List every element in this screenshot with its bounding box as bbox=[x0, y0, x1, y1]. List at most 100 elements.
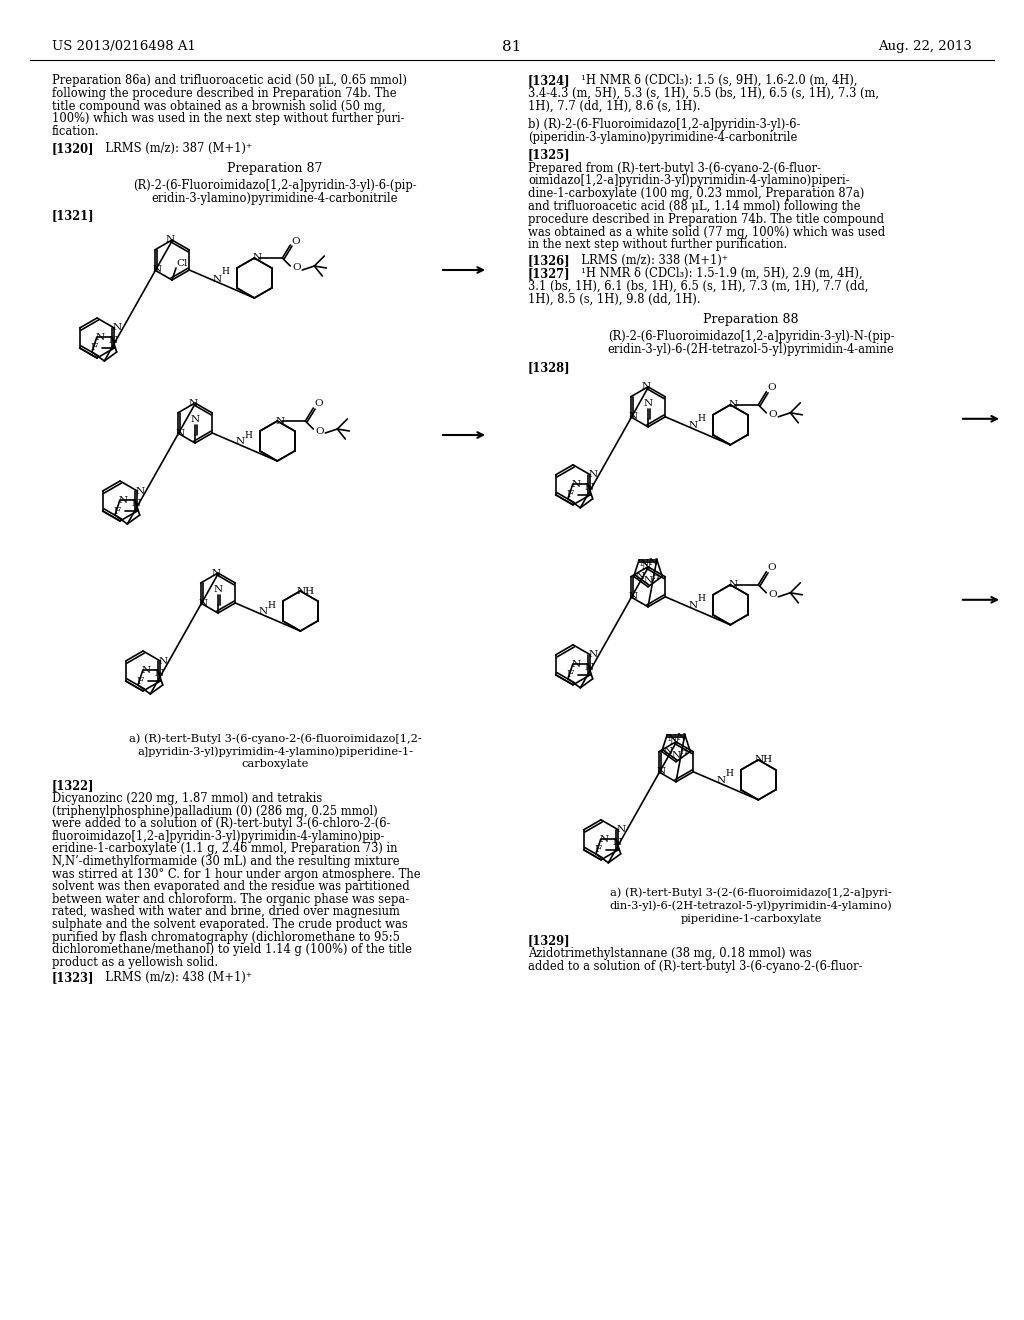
Text: N: N bbox=[275, 417, 285, 425]
Text: N: N bbox=[643, 577, 652, 585]
Text: N: N bbox=[188, 399, 198, 408]
Text: din-3-yl)-6-(2H-tetrazol-5-yl)pyrimidin-4-ylamino): din-3-yl)-6-(2H-tetrazol-5-yl)pyrimidin-… bbox=[609, 900, 892, 911]
Text: N: N bbox=[571, 479, 581, 488]
Text: Dicyanozinc (220 mg, 1.87 mmol) and tetrakis: Dicyanozinc (220 mg, 1.87 mmol) and tetr… bbox=[52, 792, 323, 805]
Text: Aug. 22, 2013: Aug. 22, 2013 bbox=[879, 40, 972, 53]
Text: purified by flash chromatography (dichloromethane to 95:5: purified by flash chromatography (dichlo… bbox=[52, 931, 400, 944]
Text: N: N bbox=[616, 825, 626, 834]
Text: N: N bbox=[571, 660, 581, 669]
Text: H: H bbox=[268, 601, 275, 610]
Text: N: N bbox=[589, 470, 598, 479]
Text: title compound was obtained as a brownish solid (50 mg,: title compound was obtained as a brownis… bbox=[52, 99, 386, 112]
Text: N: N bbox=[213, 586, 222, 594]
Text: Preparation 88: Preparation 88 bbox=[703, 313, 799, 326]
Text: [1328]: [1328] bbox=[528, 360, 570, 374]
Text: F: F bbox=[566, 671, 573, 680]
Text: [1320]: [1320] bbox=[52, 143, 94, 154]
Text: and trifluoroacetic acid (88 μL, 1.14 mmol) following the: and trifluoroacetic acid (88 μL, 1.14 mm… bbox=[528, 201, 860, 213]
Text: piperidine-1-carboxylate: piperidine-1-carboxylate bbox=[680, 913, 821, 924]
Text: (R)-2-(6-Fluoroimidazo[1,2-a]pyridin-3-yl)-6-(pip-: (R)-2-(6-Fluoroimidazo[1,2-a]pyridin-3-y… bbox=[133, 180, 417, 191]
Text: O: O bbox=[767, 383, 775, 392]
Text: N: N bbox=[95, 333, 104, 342]
Text: 1H), 7.7 (dd, 1H), 8.6 (s, 1H).: 1H), 7.7 (dd, 1H), 8.6 (s, 1H). bbox=[528, 99, 700, 112]
Text: eridin-3-ylamino)pyrimidine-4-carbonitrile: eridin-3-ylamino)pyrimidine-4-carbonitri… bbox=[152, 191, 398, 205]
Text: (R)-2-(6-Fluoroimidazo[1,2-a]pyridin-3-yl)-N-(pip-: (R)-2-(6-Fluoroimidazo[1,2-a]pyridin-3-y… bbox=[608, 330, 894, 343]
Polygon shape bbox=[212, 433, 280, 462]
Text: N: N bbox=[236, 437, 245, 446]
Text: [1327]: [1327] bbox=[528, 267, 570, 280]
Text: O: O bbox=[768, 590, 776, 599]
Text: Azidotrimethylstannane (38 mg, 0.18 mmol) was: Azidotrimethylstannane (38 mg, 0.18 mmol… bbox=[528, 946, 812, 960]
Text: H: H bbox=[698, 594, 706, 603]
Text: Prepared from (R)-tert-butyl 3-(6-cyano-2-(6-fluor-: Prepared from (R)-tert-butyl 3-(6-cyano-… bbox=[528, 161, 821, 174]
Text: eridine-1-carboxylate (1.1 g, 2.46 mmol, Preparation 73) in: eridine-1-carboxylate (1.1 g, 2.46 mmol,… bbox=[52, 842, 397, 855]
Text: N: N bbox=[716, 776, 725, 785]
Text: added to a solution of (R)-tert-butyl 3-(6-cyano-2-(6-fluor-: added to a solution of (R)-tert-butyl 3-… bbox=[528, 960, 862, 973]
Text: N: N bbox=[635, 572, 644, 581]
Text: O: O bbox=[314, 400, 323, 408]
Text: Preparation 86a) and trifluoroacetic acid (50 μL, 0.65 mmol): Preparation 86a) and trifluoroacetic aci… bbox=[52, 74, 407, 87]
Text: O: O bbox=[291, 236, 300, 246]
Text: N: N bbox=[258, 607, 267, 616]
Text: H: H bbox=[651, 572, 659, 581]
Text: [1329]: [1329] bbox=[528, 933, 570, 946]
Text: N: N bbox=[648, 558, 657, 568]
Text: F: F bbox=[91, 343, 98, 352]
Text: N: N bbox=[599, 834, 608, 843]
Text: [1322]: [1322] bbox=[52, 779, 94, 792]
Text: N: N bbox=[175, 429, 184, 437]
Text: fluoroimidazo[1,2-a]pyridin-3-yl)pyrimidin-4-ylamino)pip-: fluoroimidazo[1,2-a]pyridin-3-yl)pyrimid… bbox=[52, 830, 385, 842]
Text: fication.: fication. bbox=[52, 125, 99, 139]
Text: N: N bbox=[641, 562, 650, 572]
Text: H: H bbox=[726, 770, 734, 779]
Text: N: N bbox=[190, 416, 200, 425]
Text: LRMS (m/z): 438 (M+1)⁺: LRMS (m/z): 438 (M+1)⁺ bbox=[98, 972, 252, 985]
Polygon shape bbox=[189, 271, 256, 300]
Text: 81: 81 bbox=[503, 40, 521, 54]
Text: N: N bbox=[141, 667, 151, 675]
Text: O: O bbox=[315, 426, 324, 436]
Text: N: N bbox=[628, 412, 637, 421]
Text: NH: NH bbox=[755, 755, 772, 764]
Text: O: O bbox=[767, 564, 775, 573]
Text: dichloromethane/methanol) to yield 1.14 g (100%) of the title: dichloromethane/methanol) to yield 1.14 … bbox=[52, 944, 412, 956]
Text: ¹H NMR δ (CDCl₃): 1.5-1.9 (m, 5H), 2.9 (m, 4H),: ¹H NMR δ (CDCl₃): 1.5-1.9 (m, 5H), 2.9 (… bbox=[574, 267, 862, 280]
Text: N: N bbox=[670, 738, 679, 746]
Text: N: N bbox=[612, 838, 622, 847]
Text: solvent was then evaporated and the residue was partitioned: solvent was then evaporated and the resi… bbox=[52, 880, 410, 894]
Text: dine-1-carboxylate (100 mg, 0.23 mmol, Preparation 87a): dine-1-carboxylate (100 mg, 0.23 mmol, P… bbox=[528, 187, 864, 201]
Text: procedure described in Preparation 74b. The title compound: procedure described in Preparation 74b. … bbox=[528, 213, 884, 226]
Text: N: N bbox=[643, 400, 652, 408]
Text: was obtained as a white solid (77 mg, 100%) which was used: was obtained as a white solid (77 mg, 10… bbox=[528, 226, 886, 239]
Text: NH: NH bbox=[296, 586, 314, 595]
Text: product as a yellowish solid.: product as a yellowish solid. bbox=[52, 956, 218, 969]
Text: LRMS (m/z): 387 (M+1)⁺: LRMS (m/z): 387 (M+1)⁺ bbox=[98, 143, 252, 154]
Text: 3.1 (bs, 1H), 6.1 (bs, 1H), 6.5 (s, 1H), 7.3 (m, 1H), 7.7 (dd,: 3.1 (bs, 1H), 6.1 (bs, 1H), 6.5 (s, 1H),… bbox=[528, 280, 868, 293]
Text: N: N bbox=[118, 496, 127, 506]
Text: were added to a solution of (R)-tert-butyl 3-(6-chloro-2-(6-: were added to a solution of (R)-tert-but… bbox=[52, 817, 390, 830]
Text: N: N bbox=[198, 598, 207, 607]
Text: H: H bbox=[679, 747, 687, 756]
Text: N: N bbox=[253, 253, 262, 263]
Text: F: F bbox=[114, 507, 121, 516]
Text: N: N bbox=[589, 651, 598, 659]
Text: 1H), 8.5 (s, 1H), 9.8 (dd, 1H).: 1H), 8.5 (s, 1H), 9.8 (dd, 1H). bbox=[528, 293, 700, 306]
Text: oimidazo[1,2-a]pyridin-3-yl)pyrimidin-4-ylamino)piperi-: oimidazo[1,2-a]pyridin-3-yl)pyrimidin-4-… bbox=[528, 174, 850, 187]
Text: in the next step without further purification.: in the next step without further purific… bbox=[528, 239, 787, 251]
Text: (triphenylphosphine)palladium (0) (286 mg, 0.25 mmol): (triphenylphosphine)palladium (0) (286 m… bbox=[52, 805, 378, 817]
Text: between water and chloroform. The organic phase was sepa-: between water and chloroform. The organi… bbox=[52, 892, 410, 906]
Text: 100%) which was used in the next step without further puri-: 100%) which was used in the next step wi… bbox=[52, 112, 404, 125]
Text: N: N bbox=[729, 581, 738, 589]
Text: O: O bbox=[768, 411, 776, 420]
Text: Preparation 87: Preparation 87 bbox=[227, 162, 323, 176]
Text: N: N bbox=[211, 569, 220, 578]
Text: N: N bbox=[641, 383, 650, 391]
Text: N: N bbox=[640, 560, 649, 568]
Text: N: N bbox=[113, 323, 122, 333]
Text: N: N bbox=[668, 734, 677, 743]
Text: 3.4-4.3 (m, 5H), 5.3 (s, 1H), 5.5 (bs, 1H), 6.5 (s, 1H), 7.3 (m,: 3.4-4.3 (m, 5H), 5.3 (s, 1H), 5.5 (bs, 1… bbox=[528, 87, 879, 100]
Text: F: F bbox=[137, 676, 144, 685]
Text: ¹H NMR δ (CDCl₃): 1.5 (s, 9H), 1.6-2.0 (m, 4H),: ¹H NMR δ (CDCl₃): 1.5 (s, 9H), 1.6-2.0 (… bbox=[574, 74, 857, 87]
Text: N: N bbox=[656, 767, 666, 776]
Text: a) (R)-tert-Butyl 3-(2-(6-fluoroimidazo[1,2-a]pyri-: a) (R)-tert-Butyl 3-(2-(6-fluoroimidazo[… bbox=[610, 888, 892, 899]
